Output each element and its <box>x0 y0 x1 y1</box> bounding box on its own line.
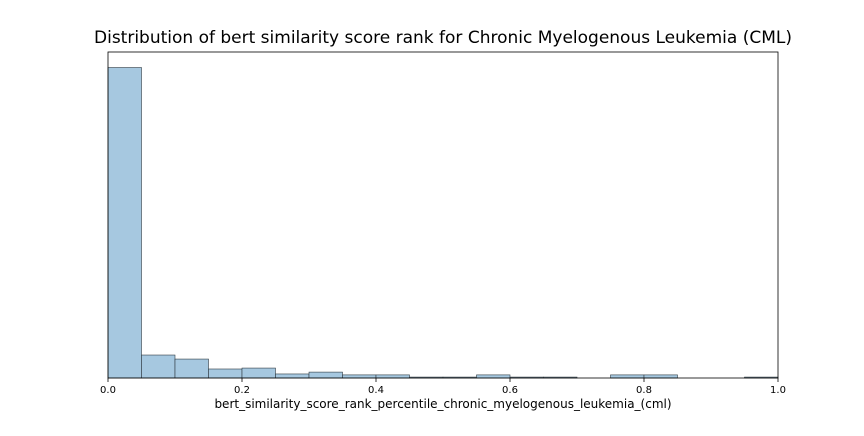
x-tick-label-1: 0.2 <box>234 385 250 396</box>
x-tick-label-5: 1.0 <box>770 385 786 396</box>
histogram-bar-4 <box>241 367 276 379</box>
x-tick-label-4: 0.8 <box>636 385 652 396</box>
bars-layer <box>107 67 779 379</box>
histogram-bar-3 <box>208 368 243 379</box>
histogram-bar-6 <box>308 371 343 379</box>
histogram-bar-0 <box>107 67 142 379</box>
axes-frame <box>107 51 779 379</box>
histogram-bar-5 <box>275 373 310 379</box>
histogram-bar-11 <box>476 374 511 379</box>
x-ticks-layer: 0.0 0.2 0.4 0.6 0.8 1.0 <box>100 378 786 396</box>
histogram-bar-1 <box>141 354 176 379</box>
histogram-bar-15 <box>610 374 645 379</box>
histogram-bar-7 <box>342 374 377 379</box>
histogram-bar-2 <box>174 358 209 379</box>
chart-title: Distribution of bert similarity score ra… <box>94 28 792 48</box>
x-axis-label: bert_similarity_score_rank_percentile_ch… <box>214 397 672 411</box>
x-tick-label-3: 0.6 <box>502 385 518 396</box>
histogram-bar-8 <box>375 374 410 379</box>
x-tick-label-0: 0.0 <box>100 385 116 396</box>
histogram-bar-16 <box>643 374 678 379</box>
x-tick-label-2: 0.4 <box>368 385 384 396</box>
